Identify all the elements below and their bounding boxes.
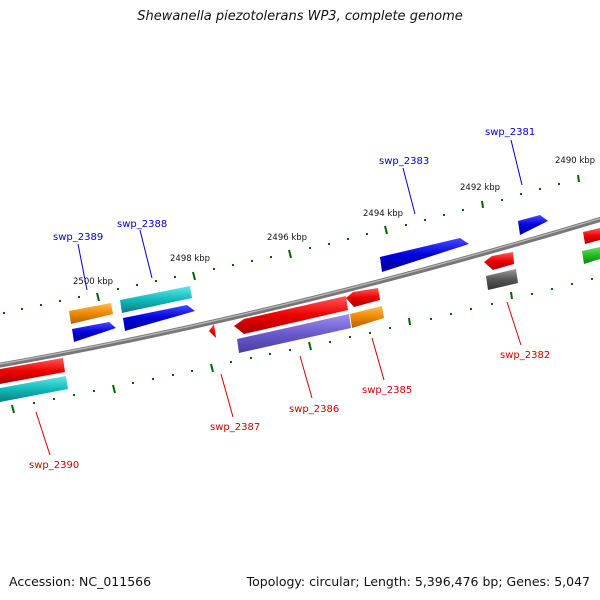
gene-blue-small[interactable] xyxy=(72,322,116,342)
kbp-label: 2498 kbp xyxy=(170,254,210,264)
gene-swp_2385[interactable] xyxy=(350,306,384,328)
kbp-label: 2496 kbp xyxy=(267,233,307,243)
gene-label-swp_2386[interactable]: swp_2386 xyxy=(289,404,339,415)
kbp-label: 2492 kbp xyxy=(460,183,500,193)
gene-green-right-edge[interactable] xyxy=(582,247,600,264)
tick-major xyxy=(308,341,312,351)
gene-label-swp_2385[interactable]: swp_2385 xyxy=(362,385,412,396)
tick-major xyxy=(96,292,100,302)
leader-line-swp_2381 xyxy=(510,139,523,186)
gene-swp_2386[interactable] xyxy=(237,314,351,353)
tick-major xyxy=(384,225,388,235)
tick-major xyxy=(288,249,292,259)
inner-tick-ruler xyxy=(11,278,593,414)
kbp-label: 2490 kbp xyxy=(555,156,595,166)
gene-red-right-edge[interactable] xyxy=(583,228,600,244)
gene-label-swp_2389[interactable]: swp_2389 xyxy=(53,232,103,243)
gene-swp_2382[interactable] xyxy=(484,252,514,270)
leader-line-swp_2386 xyxy=(299,355,313,399)
gene-red-2384[interactable] xyxy=(346,288,380,307)
leader-line-swp_2387 xyxy=(220,373,234,418)
gene-red-left-edge[interactable] xyxy=(0,358,65,384)
genome-summary-text: Topology: circular; Length: 5,396,476 bp… xyxy=(246,574,590,589)
gene-label-swp_2381[interactable]: swp_2381 xyxy=(485,127,535,138)
tick-major xyxy=(11,404,15,414)
gene-swp_2387[interactable] xyxy=(209,324,216,338)
gene-swp_2383[interactable] xyxy=(380,238,469,272)
tick-major xyxy=(210,363,214,373)
tick-major xyxy=(408,317,411,326)
tick-minor-dots xyxy=(3,183,560,314)
tick-major xyxy=(112,384,116,394)
gene-gray-2382-area[interactable] xyxy=(486,269,518,290)
tick-major xyxy=(577,174,580,183)
tick-minor-dots xyxy=(33,278,593,404)
leader-line-swp_2389 xyxy=(77,243,88,291)
leader-line-swp_2390 xyxy=(35,411,51,456)
gene-label-swp_2388[interactable]: swp_2388 xyxy=(117,219,167,230)
accession-text: Accession: NC_011566 xyxy=(9,574,152,589)
gene-label-swp_2390[interactable]: swp_2390 xyxy=(29,460,79,471)
gene-red-long[interactable] xyxy=(234,296,348,334)
gene-swp_2389[interactable] xyxy=(69,303,113,324)
tick-major xyxy=(481,200,484,209)
gene-swp_2381[interactable] xyxy=(518,215,548,235)
gene-label-swp_2383[interactable]: swp_2383 xyxy=(379,156,429,167)
genome-backbone xyxy=(0,216,600,368)
leader-line-swp_2388 xyxy=(139,229,153,279)
gene-label-swp_2387[interactable]: swp_2387 xyxy=(210,422,260,433)
outer-tick-ruler xyxy=(3,174,580,314)
gene-swp_2388[interactable] xyxy=(120,286,192,313)
kbp-label: 2494 kbp xyxy=(363,209,403,219)
gene-blue-upper-left[interactable] xyxy=(123,305,195,331)
genome-title: Shewanella piezotolerans WP3, complete g… xyxy=(137,9,463,24)
gene-label-swp_2382[interactable]: swp_2382 xyxy=(500,350,550,361)
tick-major xyxy=(192,271,196,281)
gene-swp_2390[interactable] xyxy=(0,376,68,402)
leader-line-swp_2385 xyxy=(371,337,385,381)
leader-line-swp_2383 xyxy=(402,167,416,215)
kbp-label: 2500 kbp xyxy=(73,277,113,287)
leader-line-swp_2382 xyxy=(506,301,522,346)
tick-major xyxy=(510,291,513,300)
